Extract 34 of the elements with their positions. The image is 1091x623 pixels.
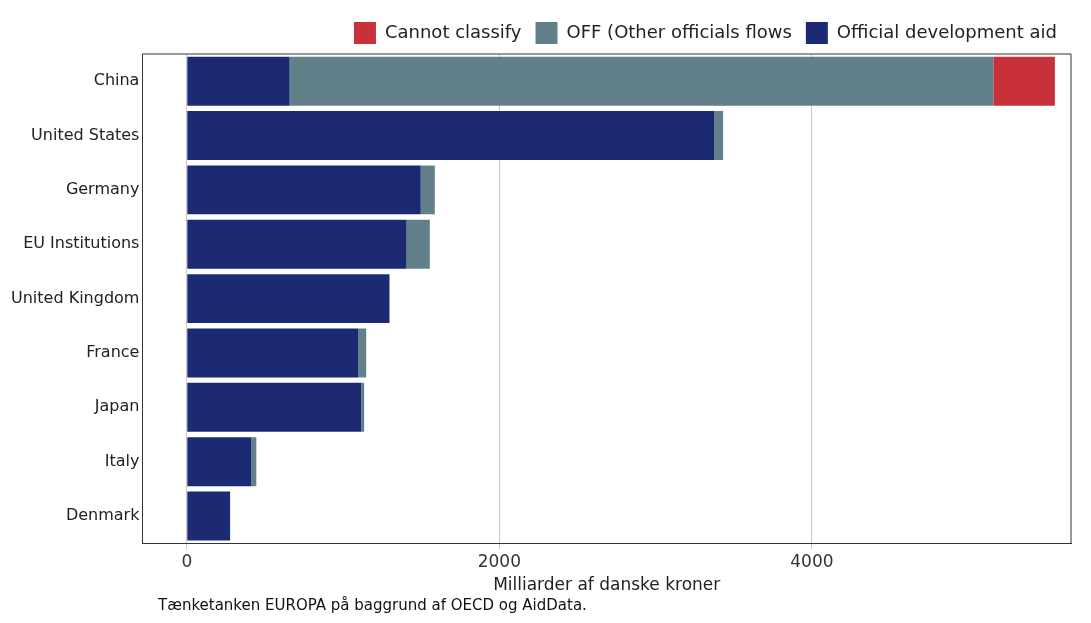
bar: [187, 328, 359, 378]
y-tick-label: Japan: [93, 396, 140, 416]
bar: [289, 56, 994, 106]
x-axis-title: Milliarder af danske kroner: [493, 574, 721, 595]
bar: [187, 382, 362, 432]
x-tick-label: 4000: [790, 550, 834, 571]
bar: [187, 274, 390, 324]
y-tick-label: United Kingdom: [11, 287, 140, 307]
bar: [187, 219, 407, 269]
legend-label: Official development aid: [836, 20, 1057, 42]
bar: [406, 219, 430, 269]
bar: [993, 56, 1055, 106]
x-tick-label: 2000: [477, 550, 521, 571]
bar: [187, 165, 421, 215]
bar: [714, 111, 724, 160]
text: Tænketanken EUROPA på baggrund af OECD og AidData.: [158, 596, 588, 614]
y-tick-label: Germany: [65, 179, 140, 199]
y-tick-label: Denmark: [65, 505, 141, 525]
bar: [187, 491, 231, 541]
bar: [361, 382, 365, 432]
y-tick-label: United States: [31, 124, 140, 144]
x-tick-label: 0: [181, 550, 193, 571]
y-tick-label: France: [86, 342, 140, 362]
bar: [187, 111, 715, 160]
bar: [420, 165, 435, 215]
bar: [251, 437, 257, 487]
bar: [187, 437, 252, 487]
legend-label: Cannot classify: [384, 20, 522, 42]
y-tick-label: EU Institutions: [23, 233, 140, 253]
y-tick-label: China: [93, 70, 140, 90]
legend-label: OFF (Other officials flows: [566, 20, 792, 42]
bar: [187, 56, 290, 106]
y-tick-label: Italy: [104, 450, 140, 470]
bar: [358, 328, 367, 378]
